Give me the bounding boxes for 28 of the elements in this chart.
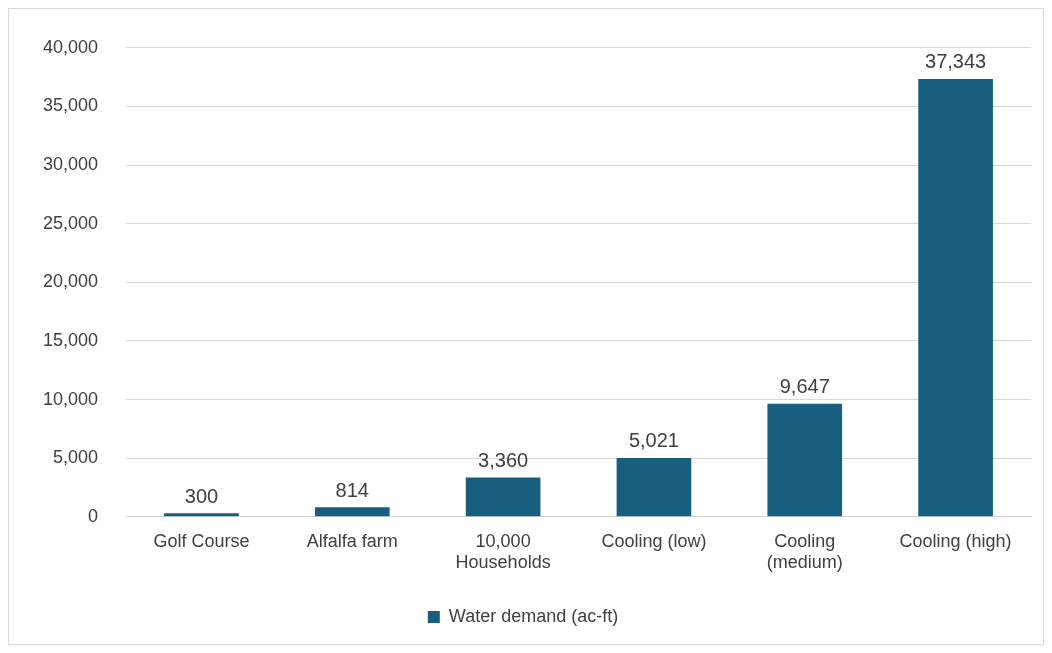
data-label: 9,647 [779, 375, 830, 398]
y-tick-label: 20,000 [42, 271, 99, 292]
y-tick-label: 15,000 [42, 329, 99, 350]
y-tick-label: 40,000 [42, 36, 99, 57]
x-tick-label: Alfalfa farm [306, 530, 398, 551]
bar [616, 457, 692, 517]
y-tick-label: 30,000 [42, 154, 99, 175]
y-tick-label: 0 [88, 505, 99, 526]
data-label: 300 [184, 484, 219, 507]
data-label: 814 [335, 478, 369, 501]
data-label: 37,343 [925, 50, 987, 73]
data-label: 5,021 [628, 429, 679, 452]
y-tick-label: 35,000 [42, 95, 99, 116]
x-tick-label: Golf Course [153, 530, 250, 551]
y-tick-label: 25,000 [42, 212, 99, 233]
data-label: 3,360 [478, 448, 529, 471]
x-tick-label: Cooling (medium) [766, 530, 843, 573]
bar [164, 513, 239, 517]
x-tick-label: Cooling (high) [899, 530, 1012, 551]
x-tick-label: 10,000 Households [455, 530, 551, 573]
bar [314, 507, 390, 517]
legend-label: Water demand (ac-ft) [448, 605, 619, 626]
bar [465, 477, 541, 517]
bar [918, 78, 993, 517]
bar [767, 403, 843, 517]
y-tick-label: 10,000 [42, 388, 99, 409]
y-tick-label: 5,000 [53, 447, 99, 468]
x-tick-label: Cooling (low) [601, 530, 707, 551]
